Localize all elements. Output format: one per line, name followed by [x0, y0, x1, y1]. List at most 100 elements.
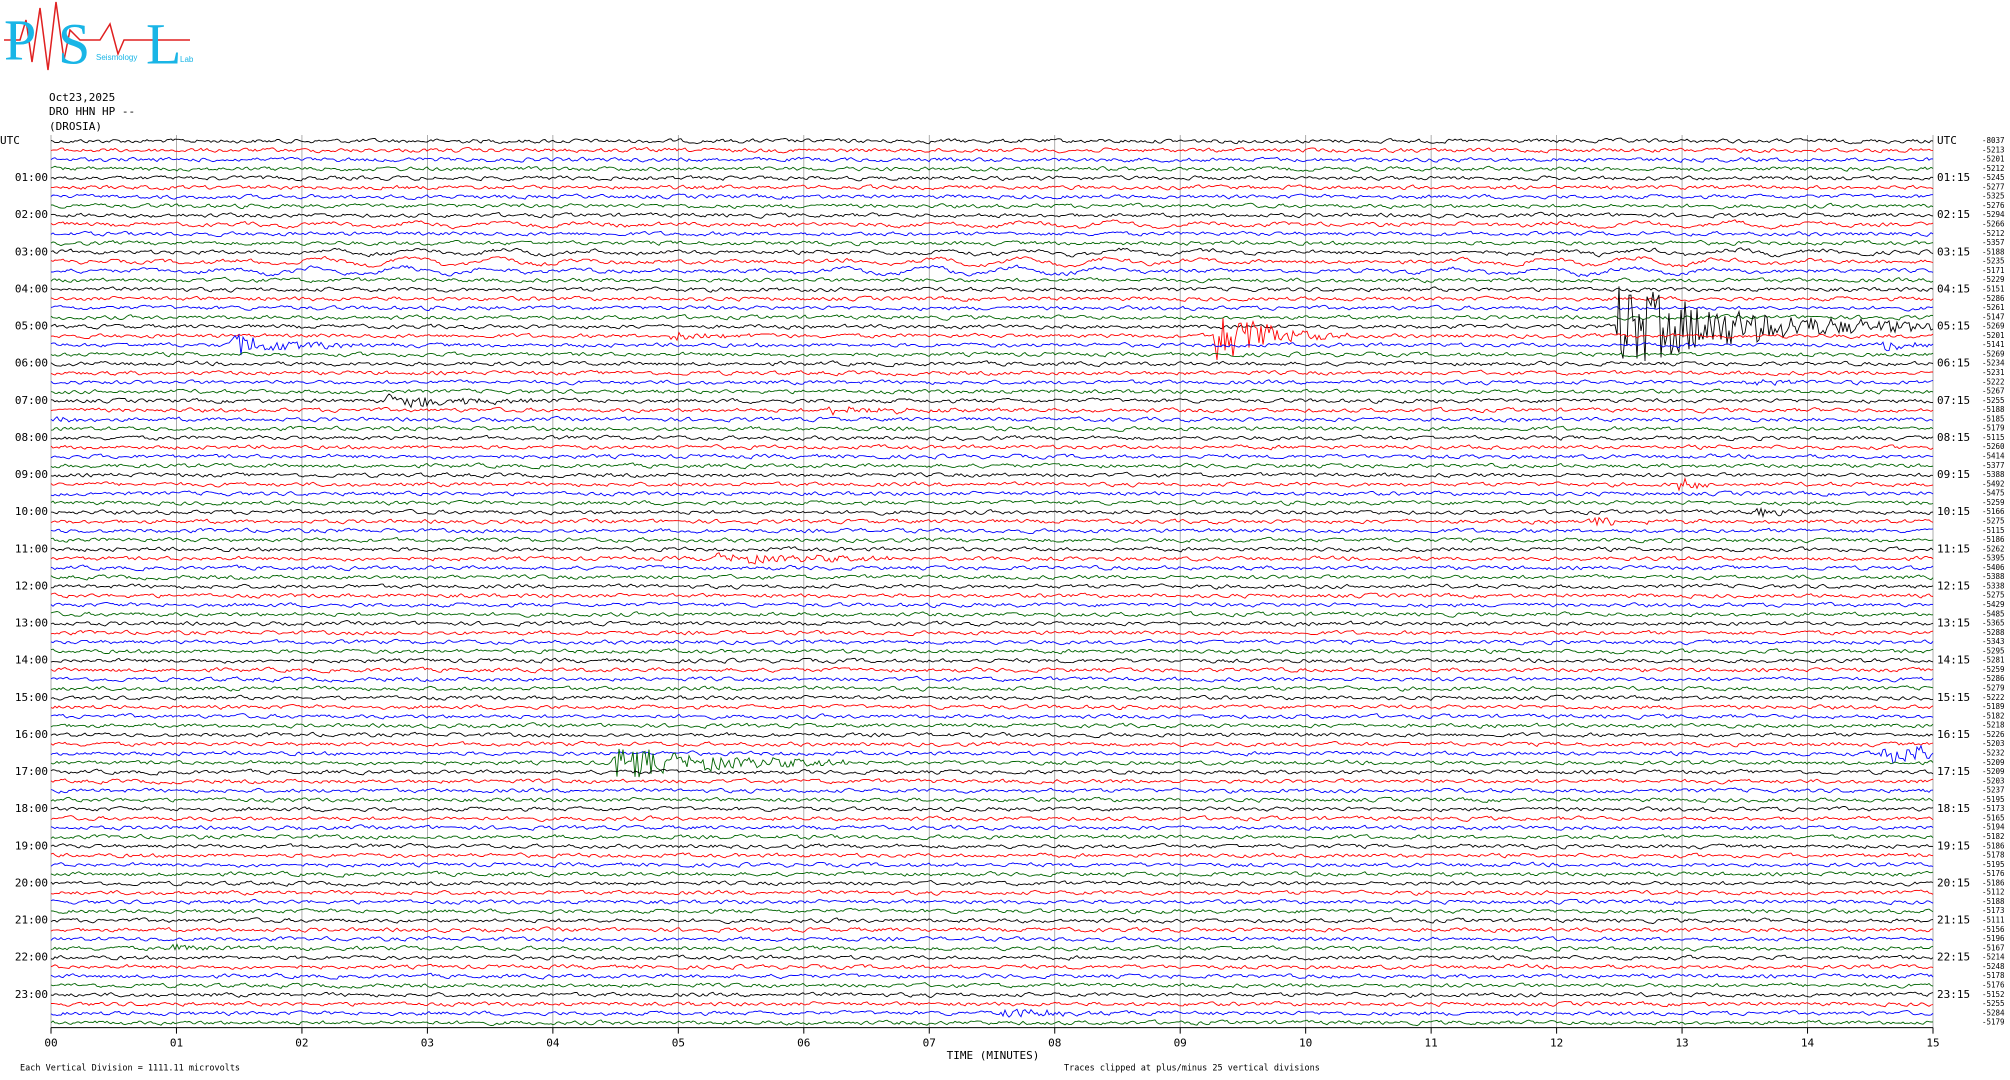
- row-offset-label: -5229: [1982, 275, 2005, 284]
- trace: [50, 415, 1934, 423]
- left-time-label: 18:00: [15, 802, 48, 815]
- trace: [50, 393, 1933, 409]
- trace: [50, 536, 1934, 544]
- row-offset-label: -5188: [1982, 405, 2005, 414]
- row-offset-label: -5189: [1982, 702, 2005, 711]
- trace: [50, 477, 1934, 492]
- left-time-label: 06:00: [15, 357, 48, 370]
- right-time-label: 05:15: [1937, 320, 1970, 333]
- date: Oct23,2025: [49, 91, 115, 104]
- row-offset-label: -5248: [1982, 962, 2005, 971]
- trace: [50, 926, 1934, 934]
- trace: [50, 462, 1934, 470]
- trace: [50, 824, 1934, 831]
- trace: [50, 230, 1934, 237]
- trace: [50, 620, 1934, 627]
- row-offset-label: -5232: [1982, 748, 2005, 757]
- x-tick-label: 06: [797, 1037, 810, 1050]
- station: (DROSIA): [49, 120, 102, 133]
- x-tick-label: 01: [170, 1037, 183, 1050]
- row-offset-label: -5275: [1982, 591, 2005, 600]
- trace: [50, 638, 1934, 646]
- left-time-label: 17:00: [15, 765, 48, 778]
- clip-note: Traces clipped at plus/minus 25 vertical…: [1064, 1064, 1320, 1074]
- row-offset-label: -5203: [1982, 776, 2005, 785]
- trace: [50, 527, 1934, 534]
- trace: [50, 546, 1934, 553]
- trace: [50, 360, 1934, 368]
- row-offset-label: -5201: [1982, 155, 2005, 164]
- trace: [50, 255, 1934, 268]
- row-offset-label: -5343: [1982, 637, 2005, 646]
- trace: [50, 954, 1934, 961]
- row-offset-label: -5492: [1982, 479, 2005, 488]
- trace: [50, 833, 1934, 841]
- trace: [50, 286, 1934, 362]
- row-offset-label: -5357: [1982, 238, 2005, 247]
- trace: [50, 935, 1934, 943]
- row-offset-label: -5245: [1982, 173, 2005, 182]
- trace: [50, 731, 1934, 739]
- right-time-label: 04:15: [1937, 282, 1970, 295]
- trace: [50, 286, 1934, 293]
- row-offset-label: -5255: [1982, 999, 2005, 1008]
- right-time-label: 08:15: [1937, 431, 1970, 444]
- right-time-label: 16:15: [1937, 728, 1970, 741]
- trace: [50, 889, 1934, 896]
- trace: [50, 165, 1934, 172]
- trace: [50, 601, 1934, 609]
- x-tick-label: 15: [1926, 1037, 1939, 1050]
- trace: [50, 425, 1934, 432]
- x-tick-label: 00: [44, 1037, 57, 1050]
- trace: [50, 583, 1934, 590]
- trace: [50, 499, 1934, 507]
- trace: [50, 313, 1934, 321]
- trace: [50, 777, 1934, 785]
- trace: [50, 815, 1934, 822]
- left-time-label: 05:00: [15, 320, 48, 333]
- row-offset-label: -5261: [1982, 303, 2005, 312]
- trace: [50, 247, 1934, 258]
- left-time-label: 11:00: [15, 542, 48, 555]
- right-time-label: 14:15: [1937, 654, 1970, 667]
- row-offset-label: -5284: [1982, 1008, 2005, 1017]
- left-time-label: 14:00: [15, 654, 48, 667]
- trace: [50, 843, 1934, 850]
- row-offset-label: -5203: [1982, 739, 2005, 748]
- trace: [50, 991, 1934, 999]
- row-offset-label: -5112: [1982, 888, 2005, 897]
- row-offset-label: -5222: [1982, 693, 2005, 702]
- trace: [51, 202, 1934, 210]
- trace: [50, 907, 1934, 915]
- left-time-label: 19:00: [15, 839, 48, 852]
- row-offset-label: -5262: [1982, 544, 2005, 553]
- row-offset-label: -5213: [1982, 145, 2005, 154]
- row-offset-label: -5255: [1982, 396, 2005, 405]
- row-offset-label: -5275: [1982, 516, 2005, 525]
- trace: [50, 722, 1934, 729]
- row-offset-label: -5188: [1982, 897, 2005, 906]
- x-tick-label: 07: [923, 1037, 936, 1050]
- left-time-label: 12:00: [15, 579, 48, 592]
- row-offset-label: -5196: [1982, 934, 2005, 943]
- row-offset-label: -5237: [1982, 786, 2005, 795]
- right-time-label: 21:15: [1937, 914, 1970, 927]
- row-offset-label: -5115: [1982, 433, 2005, 442]
- row-offset-label: -5178: [1982, 851, 2005, 860]
- x-tick-label: 10: [1299, 1037, 1312, 1050]
- x-tick-label: 13: [1675, 1037, 1688, 1050]
- x-tick-label: 08: [1048, 1037, 1061, 1050]
- row-offset-label: -5194: [1982, 823, 2005, 832]
- trace: [50, 768, 1934, 776]
- row-offset-label: -5171: [1982, 266, 2005, 275]
- row-offset-label: -5178: [1982, 971, 2005, 980]
- left-time-label: 16:00: [15, 728, 48, 741]
- right-time-label: 01:15: [1937, 171, 1970, 184]
- row-offset-label: -5176: [1982, 980, 2005, 989]
- row-offset-label: -5234: [1982, 359, 2005, 368]
- trace: [50, 333, 1934, 356]
- trace: [50, 318, 1934, 360]
- trace: [50, 137, 1934, 145]
- trace: [50, 516, 1934, 527]
- row-offset-label: -5260: [1982, 442, 2005, 451]
